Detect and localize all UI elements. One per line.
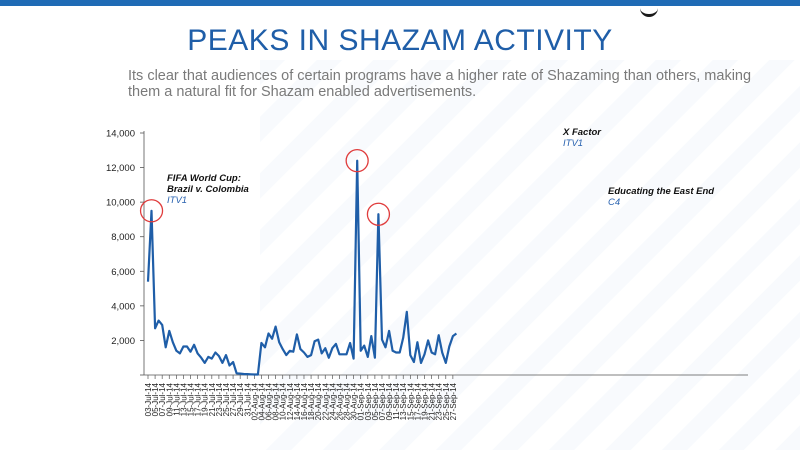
- annotation-network: C4: [608, 197, 620, 208]
- x-tick-label: 01-Sep-14: [357, 382, 366, 420]
- y-tick-label: 8,000: [111, 232, 135, 243]
- x-tick-label: 07-Jul-14: [158, 382, 167, 416]
- x-tick-label: 17-Sep-14: [413, 382, 422, 420]
- x-tick-label: 23-Jul-14: [215, 382, 224, 416]
- peak-highlight-circle: [345, 149, 369, 173]
- x-tick-label: 13-Sep-14: [399, 382, 408, 420]
- x-tick-label: 19-Jul-14: [201, 382, 210, 416]
- x-tick-label: 17-Jul-14: [194, 382, 203, 416]
- x-tick-label: 05-Jul-14: [151, 382, 160, 416]
- x-tick-label: 03-Sep-14: [364, 382, 373, 420]
- x-tick-label: 08-Aug-14: [272, 382, 281, 420]
- x-tick-label: 27-Sep-14: [449, 382, 458, 420]
- top-accent-bar: [0, 0, 800, 6]
- x-tick-label: 02-Aug-14: [250, 382, 259, 420]
- x-tick-label: 06-Aug-14: [265, 382, 274, 420]
- x-tick-label: 28-Aug-14: [343, 382, 352, 420]
- x-tick-label: 11-Sep-14: [392, 382, 401, 419]
- x-tick-label: 25-Sep-14: [442, 382, 451, 420]
- x-tick-label: 26-Aug-14: [335, 382, 344, 420]
- y-tick-label: 4,000: [111, 301, 135, 312]
- y-tick-label: 10,000: [106, 198, 135, 209]
- x-tick-label: 30-Aug-14: [350, 382, 359, 420]
- x-tick-label: 23-Sep-14: [435, 382, 444, 420]
- x-tick-label: 21-Jul-14: [208, 382, 217, 416]
- annotation-network: ITV1: [563, 138, 583, 149]
- x-tick-label: 31-Jul-14: [243, 382, 252, 416]
- x-tick-label: 22-Aug-14: [321, 382, 330, 420]
- x-tick-label: 16-Aug-14: [300, 382, 309, 420]
- x-tick-label: 19-Sep-14: [421, 382, 430, 420]
- x-tick-label: 18-Aug-14: [307, 382, 316, 420]
- y-tick-label: 12,000: [106, 163, 135, 174]
- slide-subtitle: Its clear that audiences of certain prog…: [128, 68, 752, 100]
- x-tick-label: 09-Jul-14: [165, 382, 174, 416]
- x-tick-label: 05-Sep-14: [371, 382, 380, 420]
- annotation-title: Educating the East End: [608, 186, 714, 197]
- x-tick-label: 29-Jul-14: [236, 382, 245, 416]
- x-tick-label: 14-Aug-14: [293, 382, 302, 420]
- x-tick-label: 24-Aug-14: [328, 382, 337, 420]
- slide-title: PEAKS IN SHAZAM ACTIVITY: [187, 24, 613, 57]
- x-tick-label: 07-Sep-14: [378, 382, 387, 420]
- peak-highlight-circle: [139, 199, 164, 223]
- y-tick-label: 14,000: [106, 129, 135, 140]
- x-tick-label: 04-Aug-14: [257, 382, 266, 420]
- y-tick-label: 2,000: [111, 336, 135, 347]
- x-tick-label: 11-Jul-14: [172, 382, 181, 415]
- x-tick-label: 25-Jul-14: [222, 382, 231, 416]
- x-tick-label: 03-Jul-14: [144, 382, 153, 416]
- series-line: [146, 159, 458, 376]
- annotation-title: Brazil v. Colombia: [167, 184, 249, 195]
- x-tick-label: 20-Aug-14: [314, 382, 323, 420]
- annotation-title: FIFA World Cup:: [167, 173, 241, 184]
- x-tick-label: 21-Sep-14: [428, 382, 437, 420]
- x-tick-label: 15-Sep-14: [406, 382, 415, 420]
- peak-highlight-circle: [366, 202, 391, 226]
- annotation-title: X Factor: [562, 127, 602, 138]
- corner-mark: [640, 6, 658, 17]
- x-tick-label: 13-Jul-14: [179, 382, 188, 416]
- x-tick-label: 10-Aug-14: [279, 382, 288, 420]
- x-tick-label: 12-Aug-14: [286, 382, 295, 420]
- x-tick-label: 15-Jul-14: [187, 382, 196, 416]
- x-tick-label: 27-Jul-14: [229, 382, 238, 416]
- y-tick-label: 6,000: [111, 267, 135, 278]
- annotation-network: ITV1: [167, 195, 187, 206]
- x-tick-label: 09-Sep-14: [385, 382, 394, 420]
